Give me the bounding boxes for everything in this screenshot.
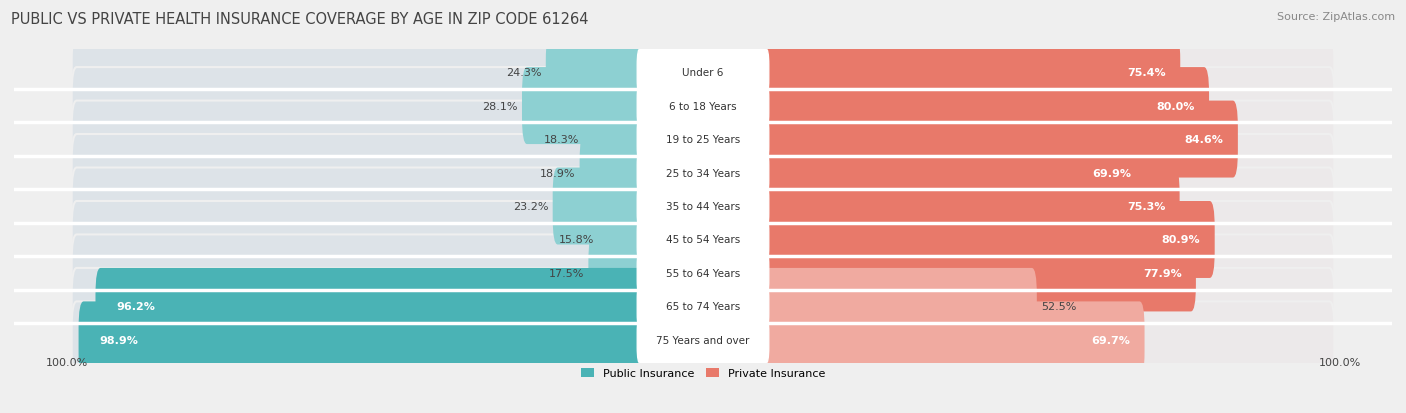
FancyBboxPatch shape (553, 168, 709, 245)
Text: 75.4%: 75.4% (1128, 68, 1166, 78)
Text: 18.9%: 18.9% (540, 168, 575, 178)
FancyBboxPatch shape (72, 202, 709, 278)
FancyBboxPatch shape (697, 168, 1334, 245)
Text: 80.9%: 80.9% (1161, 235, 1201, 245)
FancyBboxPatch shape (697, 68, 1334, 145)
FancyBboxPatch shape (72, 268, 709, 345)
Text: 35 to 44 Years: 35 to 44 Years (666, 202, 740, 211)
FancyBboxPatch shape (583, 101, 709, 178)
FancyBboxPatch shape (637, 83, 769, 130)
FancyBboxPatch shape (697, 268, 1036, 345)
Text: 23.2%: 23.2% (513, 202, 548, 211)
FancyBboxPatch shape (697, 35, 1334, 112)
Text: 77.9%: 77.9% (1143, 268, 1181, 278)
Text: 75.3%: 75.3% (1126, 202, 1166, 211)
Text: 28.1%: 28.1% (482, 101, 517, 112)
Text: Source: ZipAtlas.com: Source: ZipAtlas.com (1277, 12, 1395, 22)
FancyBboxPatch shape (72, 101, 709, 178)
FancyBboxPatch shape (697, 101, 1334, 178)
FancyBboxPatch shape (697, 101, 1237, 178)
Text: 52.5%: 52.5% (1042, 301, 1077, 312)
Text: 55 to 64 Years: 55 to 64 Years (666, 268, 740, 278)
Text: 18.3%: 18.3% (544, 135, 579, 145)
Text: 69.7%: 69.7% (1091, 335, 1130, 345)
Text: 75 Years and over: 75 Years and over (657, 335, 749, 345)
FancyBboxPatch shape (637, 183, 769, 230)
Text: 19 to 25 Years: 19 to 25 Years (666, 135, 740, 145)
Text: 80.0%: 80.0% (1156, 101, 1195, 112)
FancyBboxPatch shape (96, 268, 709, 345)
FancyBboxPatch shape (697, 301, 1144, 378)
FancyBboxPatch shape (579, 135, 709, 211)
Text: 6 to 18 Years: 6 to 18 Years (669, 101, 737, 112)
FancyBboxPatch shape (637, 116, 769, 164)
Text: 45 to 54 Years: 45 to 54 Years (666, 235, 740, 245)
Text: 100.0%: 100.0% (45, 357, 87, 367)
FancyBboxPatch shape (697, 268, 1334, 345)
FancyBboxPatch shape (697, 68, 1209, 145)
Text: 84.6%: 84.6% (1185, 135, 1223, 145)
FancyBboxPatch shape (697, 35, 1180, 112)
FancyBboxPatch shape (697, 168, 1180, 245)
FancyBboxPatch shape (697, 235, 1197, 312)
FancyBboxPatch shape (697, 301, 1334, 378)
FancyBboxPatch shape (697, 135, 1146, 211)
FancyBboxPatch shape (697, 202, 1215, 278)
FancyBboxPatch shape (72, 235, 709, 312)
FancyBboxPatch shape (637, 150, 769, 197)
Text: 17.5%: 17.5% (548, 268, 583, 278)
FancyBboxPatch shape (637, 249, 769, 297)
Text: 100.0%: 100.0% (1319, 357, 1361, 367)
FancyBboxPatch shape (697, 235, 1334, 312)
FancyBboxPatch shape (637, 49, 769, 97)
Text: 15.8%: 15.8% (560, 235, 595, 245)
FancyBboxPatch shape (72, 68, 709, 145)
FancyBboxPatch shape (72, 301, 709, 378)
Text: 69.9%: 69.9% (1092, 168, 1132, 178)
Text: 96.2%: 96.2% (117, 301, 155, 312)
FancyBboxPatch shape (637, 216, 769, 263)
FancyBboxPatch shape (72, 168, 709, 245)
FancyBboxPatch shape (72, 135, 709, 211)
FancyBboxPatch shape (637, 283, 769, 330)
Text: 24.3%: 24.3% (506, 68, 541, 78)
Text: 65 to 74 Years: 65 to 74 Years (666, 301, 740, 312)
FancyBboxPatch shape (697, 202, 1334, 278)
FancyBboxPatch shape (72, 35, 709, 112)
FancyBboxPatch shape (522, 68, 709, 145)
FancyBboxPatch shape (546, 35, 709, 112)
FancyBboxPatch shape (588, 235, 709, 312)
Text: Under 6: Under 6 (682, 68, 724, 78)
Text: PUBLIC VS PRIVATE HEALTH INSURANCE COVERAGE BY AGE IN ZIP CODE 61264: PUBLIC VS PRIVATE HEALTH INSURANCE COVER… (11, 12, 589, 27)
Text: 98.9%: 98.9% (100, 335, 138, 345)
FancyBboxPatch shape (697, 135, 1334, 211)
FancyBboxPatch shape (79, 301, 709, 378)
Legend: Public Insurance, Private Insurance: Public Insurance, Private Insurance (576, 364, 830, 383)
Text: 25 to 34 Years: 25 to 34 Years (666, 168, 740, 178)
FancyBboxPatch shape (637, 316, 769, 364)
FancyBboxPatch shape (599, 202, 709, 278)
